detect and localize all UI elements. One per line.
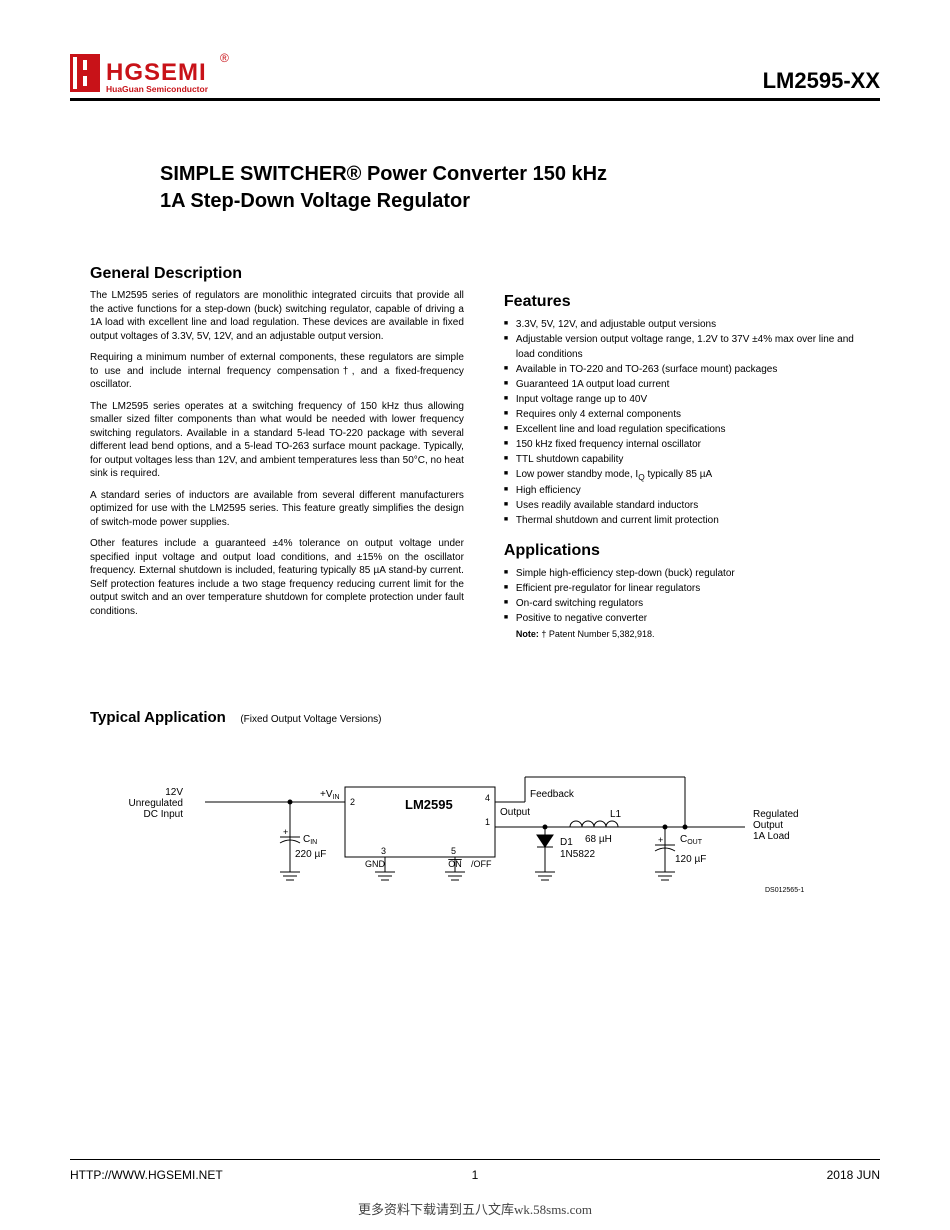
application-item: On-card switching regulators: [504, 596, 860, 611]
svg-text:+: +: [658, 835, 663, 845]
cout-label: COUT: [680, 834, 703, 846]
svg-text:1N5822: 1N5822: [560, 849, 595, 860]
onoff-label2: /OFF: [471, 859, 492, 869]
svg-text:DC Input: DC Input: [144, 809, 184, 820]
feature-item: Low power standby mode, IQ typically 85 …: [504, 467, 860, 483]
feature-item: High efficiency: [504, 483, 860, 498]
svg-text:Regulated: Regulated: [753, 809, 799, 820]
right-column: Features 3.3V, 5V, 12V, and adjustable o…: [504, 265, 860, 639]
application-item: Positive to negative converter: [504, 611, 860, 626]
feature-item: Excellent line and load regulation speci…: [504, 422, 860, 437]
feature-item: Thermal shutdown and current limit prote…: [504, 513, 860, 528]
svg-text:1: 1: [485, 817, 490, 827]
svg-text:HuaGuan Semiconductor: HuaGuan Semiconductor: [106, 84, 209, 94]
onoff-label: ON: [448, 859, 462, 869]
logo-svg: HGSEMI ® HuaGuan Semiconductor: [70, 50, 270, 94]
footer-url: HTTP://WWW.HGSEMI.NET: [70, 1168, 223, 1182]
svg-text:2: 2: [350, 797, 355, 807]
svg-text:Output: Output: [753, 820, 783, 831]
feature-item: Requires only 4 external components: [504, 407, 860, 422]
footer-date: 2018 JUN: [827, 1168, 880, 1182]
typical-application-section: Typical Application (Fixed Output Voltag…: [90, 709, 880, 727]
svg-text:GND: GND: [365, 859, 386, 869]
feature-item: Available in TO-220 and TO-263 (surface …: [504, 362, 860, 377]
svg-text:4: 4: [485, 793, 490, 803]
left-column: General Description The LM2595 series of…: [90, 265, 464, 639]
svg-text:120 µF: 120 µF: [675, 854, 706, 865]
footer-page: 1: [472, 1168, 479, 1182]
applications-heading: Applications: [504, 542, 860, 560]
svg-text:+: +: [283, 827, 288, 837]
gd-p2: Requiring a minimum number of external c…: [90, 351, 464, 392]
vin-label: +VIN: [320, 789, 340, 801]
svg-text:L1: L1: [610, 809, 622, 820]
watermark: 更多资料下载请到五八文库wk.58sms.com: [358, 1199, 592, 1218]
patent-note: Note: † Patent Number 5,382,918.: [504, 629, 860, 639]
svg-text:12V: 12V: [165, 787, 183, 798]
feature-item: 150 kHz fixed frequency internal oscilla…: [504, 437, 860, 452]
typical-app-heading: Typical Application: [90, 709, 226, 726]
svg-text:DS012565-1: DS012565-1: [765, 887, 804, 894]
cin-label: CIN: [303, 834, 317, 846]
svg-text:Feedback: Feedback: [530, 789, 575, 800]
svg-text:3: 3: [381, 846, 386, 856]
application-item: Efficient pre-regulator for linear regul…: [504, 581, 860, 596]
feature-item: TTL shutdown capability: [504, 452, 860, 467]
feature-item: Guaranteed 1A output load current: [504, 377, 860, 392]
svg-text:®: ®: [220, 51, 229, 65]
footer-rule: [70, 1159, 880, 1160]
application-item: Simple high-efficiency step-down (buck) …: [504, 566, 860, 581]
features-list: 3.3V, 5V, 12V, and adjustable output ver…: [504, 317, 860, 528]
gd-p3: The LM2595 series operates at a switchin…: [90, 400, 464, 481]
feature-item: Input voltage range up to 40V: [504, 392, 860, 407]
part-number: LM2595-XX: [763, 68, 880, 94]
circuit-diagram: +: [125, 757, 825, 937]
feature-item: Uses readily available standard inductor…: [504, 498, 860, 513]
svg-text:Output: Output: [500, 807, 530, 818]
footer: HTTP://WWW.HGSEMI.NET 1 2018 JUN: [70, 1168, 880, 1182]
typical-app-sub: (Fixed Output Voltage Versions): [240, 714, 381, 725]
title-block: SIMPLE SWITCHER® Power Converter 150 kHz…: [160, 161, 880, 215]
feature-item: Adjustable version output voltage range,…: [504, 332, 860, 362]
header: HGSEMI ® HuaGuan Semiconductor LM2595-XX: [70, 50, 880, 101]
title-line-2: 1A Step-Down Voltage Regulator: [160, 188, 880, 215]
gd-p5: Other features include a guaranteed ±4% …: [90, 537, 464, 618]
general-description-heading: General Description: [90, 265, 464, 283]
svg-text:LM2595: LM2595: [405, 797, 453, 812]
svg-text:HGSEMI: HGSEMI: [106, 59, 207, 86]
svg-text:5: 5: [451, 846, 456, 856]
svg-text:Unregulated: Unregulated: [129, 798, 183, 809]
feature-item: 3.3V, 5V, 12V, and adjustable output ver…: [504, 317, 860, 332]
svg-text:68 µH: 68 µH: [585, 834, 612, 845]
svg-text:220 µF: 220 µF: [295, 849, 326, 860]
svg-text:D1: D1: [560, 837, 573, 848]
gd-p4: A standard series of inductors are avail…: [90, 489, 464, 530]
svg-text:1A Load: 1A Load: [753, 831, 790, 842]
features-heading: Features: [504, 293, 860, 311]
applications-list: Simple high-efficiency step-down (buck) …: [504, 566, 860, 626]
title-line-1: SIMPLE SWITCHER® Power Converter 150 kHz: [160, 161, 880, 188]
gd-p1: The LM2595 series of regulators are mono…: [90, 289, 464, 343]
logo: HGSEMI ® HuaGuan Semiconductor: [70, 50, 270, 94]
